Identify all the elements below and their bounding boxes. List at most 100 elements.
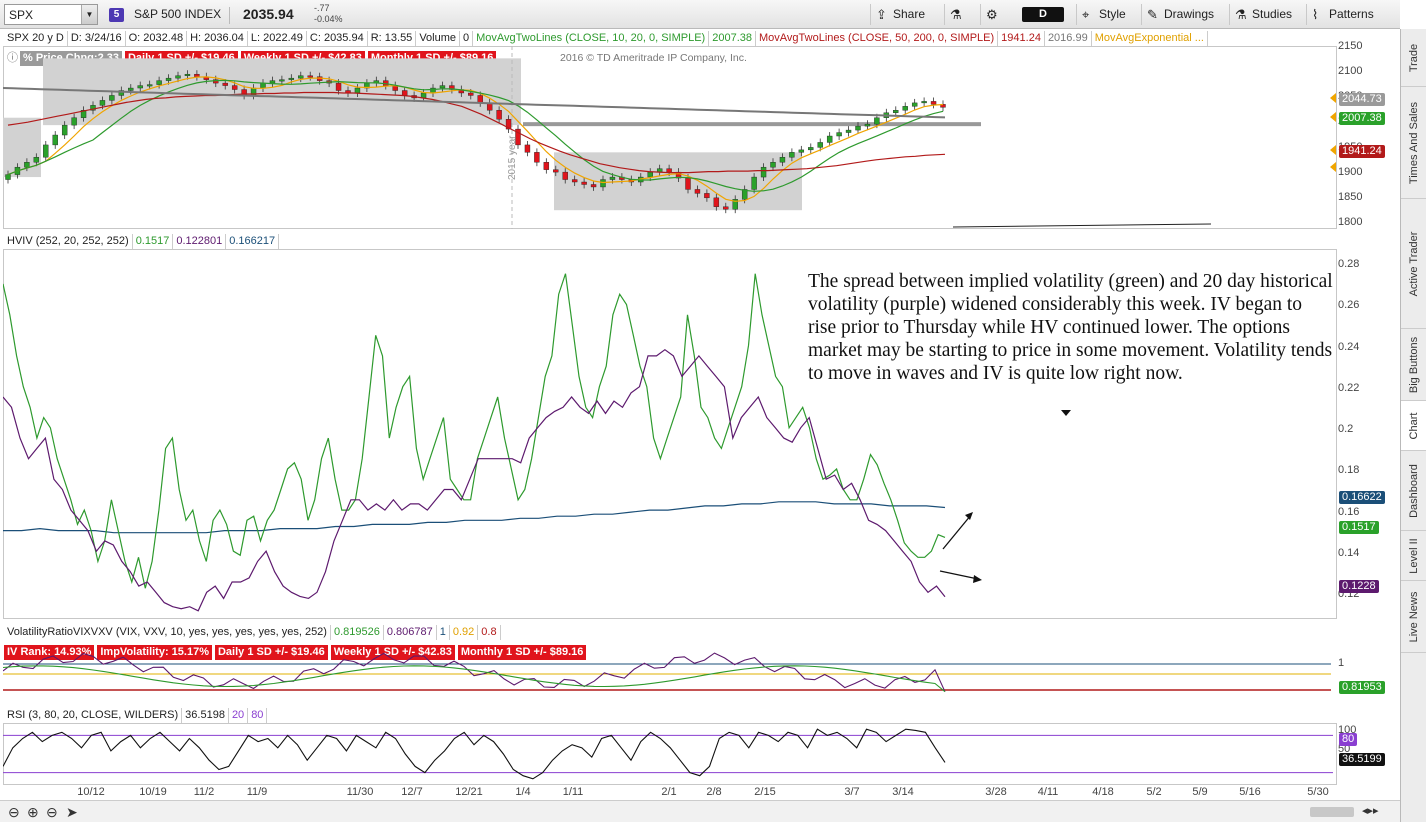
vix-ratio-value-4: 0.92 xyxy=(450,625,479,640)
price-marker-icon xyxy=(1330,93,1336,103)
side-tab-label: Dashboard xyxy=(1408,463,1420,518)
high-value: H: 2036.04 xyxy=(187,31,248,46)
hv20-line xyxy=(3,348,946,612)
vix-ratio-chart[interactable] xyxy=(3,640,1337,702)
date-tick-label: 5/16 xyxy=(1239,786,1261,798)
zoom-reset-icon[interactable]: ⊖ xyxy=(46,804,58,820)
patterns-icon: ⌇ xyxy=(1312,7,1319,22)
axis-tick-label: 1900 xyxy=(1338,165,1363,178)
candle xyxy=(279,79,285,82)
scroll-arrows-icon[interactable]: ◂▸▸ xyxy=(1362,805,1379,817)
candle xyxy=(515,128,521,146)
flask-button[interactable]: ⚗ xyxy=(944,4,975,25)
axis-tick-label: 0.24 xyxy=(1338,340,1360,353)
price-marker-icon xyxy=(1330,162,1336,172)
side-tab-dashboard[interactable]: Dashboard xyxy=(1401,451,1426,531)
price-chart[interactable] xyxy=(3,46,1337,229)
candle xyxy=(222,82,228,86)
side-tab-live-news[interactable]: Live News xyxy=(1401,581,1426,653)
symbol-dropdown-icon[interactable]: ▼ xyxy=(81,5,97,24)
axis-tick-label: 50 xyxy=(1338,743,1351,755)
candle xyxy=(354,87,361,94)
study-ma-10-20[interactable]: MovAvgTwoLines (CLOSE, 10, 20, 0, SIMPLE… xyxy=(473,31,710,46)
candle xyxy=(741,189,748,200)
symbol-input[interactable]: SPX ▼ xyxy=(4,4,98,25)
candle xyxy=(770,162,776,168)
hviv-iv-value: 0.1517 xyxy=(133,234,174,249)
candle xyxy=(893,110,899,113)
candle xyxy=(571,179,578,183)
candle xyxy=(817,142,823,148)
date-tick-label: 2/8 xyxy=(706,786,722,798)
side-tab-times-and-sales[interactable]: Times And Sales xyxy=(1401,87,1426,199)
style-button[interactable]: ⌖ Style xyxy=(1076,4,1130,25)
up-arrow-head xyxy=(965,512,973,520)
side-tab-label: Level II xyxy=(1408,537,1420,574)
vix-ratio-value-3: 1 xyxy=(437,625,450,640)
share-button[interactable]: ⇪ Share xyxy=(870,4,929,25)
study-ema[interactable]: MovAvgExponential ... xyxy=(1092,31,1208,46)
candle xyxy=(109,95,115,101)
candle xyxy=(874,117,880,125)
candle xyxy=(146,84,153,87)
side-tab-active-trader[interactable]: Active Trader xyxy=(1401,199,1426,329)
settings-button[interactable]: ⚙ xyxy=(980,4,1011,25)
vix-ratio-value-5: 0.8 xyxy=(478,625,501,640)
candle xyxy=(647,171,653,178)
candle xyxy=(420,92,427,99)
studies-button[interactable]: ⚗ Studies xyxy=(1229,4,1296,25)
side-tab-chart[interactable]: Chart xyxy=(1401,401,1426,451)
candle xyxy=(808,147,814,151)
side-tab-trade[interactable]: Trade xyxy=(1401,29,1426,87)
candle xyxy=(845,129,852,133)
candle xyxy=(175,75,181,79)
hviv-chart[interactable] xyxy=(3,249,1337,619)
patterns-button[interactable]: ⌇ Patterns xyxy=(1306,4,1378,25)
link-group-badge[interactable]: 5 xyxy=(109,8,124,22)
date-tick-label: 3/28 xyxy=(985,786,1007,798)
candle xyxy=(52,134,58,146)
scrollbar-thumb[interactable] xyxy=(1310,807,1354,817)
price-marker-icon xyxy=(1330,112,1336,122)
cursor-icon[interactable]: ➤ xyxy=(66,804,78,820)
axis-tick-label: 0.26 xyxy=(1338,299,1360,312)
down-arrow-head xyxy=(973,575,982,583)
alert-icon[interactable]: ⓘ xyxy=(7,52,18,64)
side-tab-level-ii[interactable]: Level II xyxy=(1401,531,1426,581)
axis-tick-label: 2100 xyxy=(1338,65,1363,78)
date-tick-label: 11/9 xyxy=(246,786,268,798)
zoom-in-icon[interactable]: ⊕ xyxy=(27,804,39,820)
date-tick-label: 2/15 xyxy=(754,786,776,798)
zoom-out-icon[interactable]: ⊖ xyxy=(8,804,20,820)
down-arrow xyxy=(939,570,979,580)
aggregation-button[interactable]: D xyxy=(1022,7,1064,22)
candle xyxy=(401,90,408,96)
date-tick-label: 11/2 xyxy=(193,786,215,798)
candle xyxy=(99,100,106,106)
candle xyxy=(505,118,512,130)
candle xyxy=(855,125,861,131)
candle xyxy=(231,85,238,90)
hviv-study-name[interactable]: HVIV (252, 20, 252, 252) xyxy=(4,234,133,249)
vix-ratio-study-name[interactable]: VolatilityRatioVIXVXV (VIX, VXV, 10, yes… xyxy=(4,625,331,640)
candle xyxy=(930,101,937,105)
last-value-badge: 80 xyxy=(1339,733,1358,746)
study-ma-50-200[interactable]: MovAvgTwoLines (CLOSE, 50, 200, 0, SIMPL… xyxy=(756,31,999,46)
side-tab-big-buttons[interactable]: Big Buttons xyxy=(1401,329,1426,401)
last-value-badge: 36.5199 xyxy=(1339,753,1385,766)
chart-toolbar: SPX ▼ 5 S&P 500 INDEX 2035.94 -.77 -0.04% … xyxy=(0,0,1400,29)
last-value-badge: 2007.38 xyxy=(1339,112,1385,125)
rsi-chart[interactable] xyxy=(3,723,1337,785)
candle xyxy=(439,85,446,89)
rsi-study-name[interactable]: RSI (3, 80, 20, CLOSE, WILDERS) xyxy=(4,708,183,723)
rsi-value: 36.5198 xyxy=(182,708,229,723)
axis-tick-label: 1850 xyxy=(1338,190,1363,203)
candle xyxy=(449,85,455,90)
candle xyxy=(590,184,597,188)
side-tab-label: Active Trader xyxy=(1408,231,1420,296)
last-value-badge: 0.16622 xyxy=(1339,491,1385,504)
candle xyxy=(911,102,918,107)
date-tick-label: 3/7 xyxy=(844,786,860,798)
drawings-button[interactable]: ✎ Drawings xyxy=(1141,4,1218,25)
date-tick-label: 11/30 xyxy=(346,786,374,798)
